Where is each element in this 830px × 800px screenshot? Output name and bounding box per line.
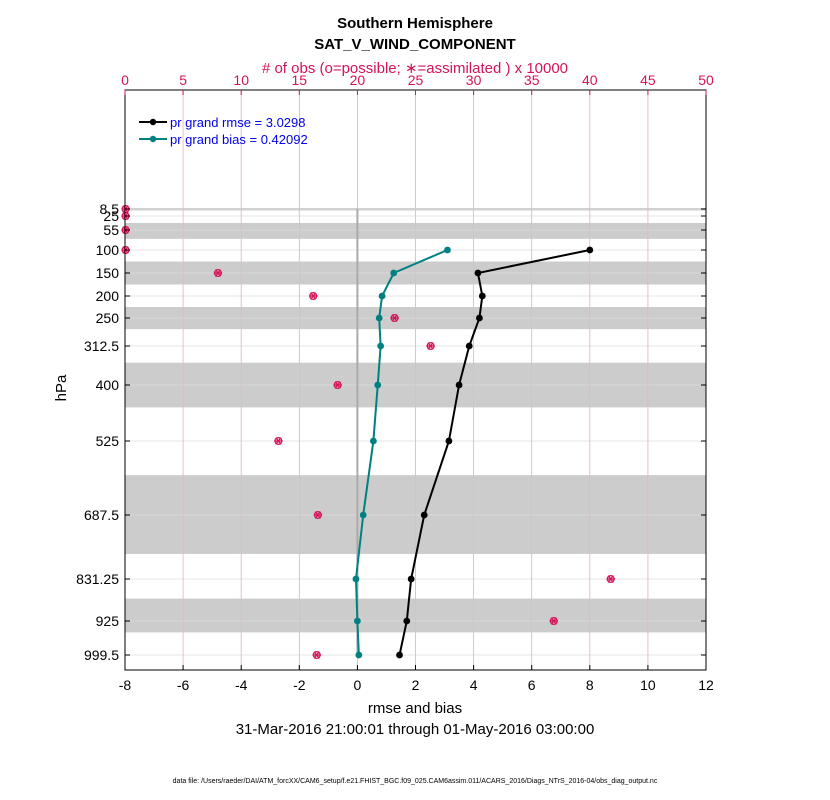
- series-1-point-5: [374, 381, 382, 389]
- series-0-point-2: [478, 292, 486, 300]
- top-tick-label-3: 15: [292, 72, 308, 88]
- series-1-point-9: [354, 617, 361, 625]
- x-tick-label-3: -2: [293, 677, 306, 693]
- series-1-point-2: [378, 292, 386, 300]
- series-0-point-6: [445, 437, 453, 445]
- obs-star-d2-6: [391, 314, 398, 322]
- y-tick-label-4: 150: [96, 265, 120, 281]
- series-1-point-4: [377, 342, 385, 350]
- series-1-point-8: [352, 575, 360, 583]
- obs-marker-13: [312, 650, 321, 660]
- y-tick-label-12: 925: [96, 613, 120, 629]
- obs-marker-5: [309, 291, 318, 301]
- series-0-point-5: [455, 381, 463, 389]
- top-tick-label-9: 45: [640, 72, 656, 88]
- y-tick-label-1: 25: [103, 208, 119, 224]
- obs-marker-12: [549, 616, 558, 626]
- obs-marker-7: [426, 341, 435, 351]
- obs-star-d2-4: [214, 269, 222, 277]
- y-tick-label-6: 250: [96, 310, 120, 326]
- obs-star-d2-5: [310, 292, 317, 300]
- y-tick-label-13: 999.5: [84, 647, 119, 663]
- legend-rmse-label: pr grand rmse = 3.0298: [170, 115, 306, 130]
- obs-marker-8: [333, 380, 342, 390]
- series-0-point-0: [586, 246, 594, 254]
- series-0-point-8: [407, 575, 415, 583]
- y-axis-label: hPa: [53, 374, 70, 401]
- series-0-point-10: [396, 651, 403, 659]
- series-0-point-4: [465, 342, 473, 350]
- x-axis-label: rmse and bias: [368, 700, 462, 717]
- obs-marker-10: [313, 510, 323, 520]
- legend-bias-label: pr grand bias = 0.42092: [170, 132, 308, 147]
- obs-star-d2-9: [275, 437, 282, 445]
- x-tick-label-6: 4: [470, 677, 478, 693]
- obs-marker-6: [390, 313, 399, 323]
- top-tick-label-4: 20: [350, 72, 366, 88]
- top-tick-label-8: 40: [582, 72, 598, 88]
- top-tick-label-1: 5: [179, 72, 187, 88]
- top-tick-label-7: 35: [524, 72, 540, 88]
- series-0-point-1: [474, 269, 482, 277]
- series-0-point-7: [420, 511, 428, 519]
- top-axis-label: # of obs (o=possible; ∗=assimilated ) x …: [262, 60, 568, 77]
- top-tick-label-0: 0: [121, 72, 129, 88]
- x-tick-label-8: 8: [586, 677, 594, 693]
- top-tick-label-2: 10: [233, 72, 249, 88]
- series-1-point-7: [359, 511, 367, 519]
- top-tick-label-6: 30: [466, 72, 482, 88]
- y-tick-label-0: 8.5: [100, 201, 120, 217]
- x-tick-label-2: -4: [235, 677, 248, 693]
- y-tick-label-10: 687.5: [84, 507, 119, 523]
- series-1-point-0: [444, 246, 451, 254]
- obs-star-d2-11: [607, 575, 614, 583]
- obs-marker-11: [606, 574, 615, 584]
- y-tick-label-2: 55: [103, 222, 119, 238]
- top-tick-label-10: 50: [698, 72, 714, 88]
- y-tick-label-9: 525: [96, 433, 120, 449]
- legend: pr grand rmse = 3.0298 pr grand bias = 0…: [139, 115, 308, 147]
- legend-rmse-marker: [149, 118, 157, 126]
- y-tick-label-3: 100: [96, 242, 120, 258]
- series-1-point-3: [375, 314, 383, 322]
- x-tick-label-1: -6: [177, 677, 190, 693]
- y-tick-label-7: 312.5: [84, 338, 119, 354]
- obs-star-d2-12: [550, 617, 557, 625]
- x-tick-label-5: 2: [412, 677, 420, 693]
- x-tick-label-9: 10: [640, 677, 656, 693]
- series-1-point-1: [390, 269, 398, 277]
- x-tick-label-7: 6: [528, 677, 536, 693]
- series-0-point-3: [476, 314, 483, 322]
- data-file-footnote: data file: /Users/raeder/DAI/ATM_forcXX/…: [173, 778, 658, 785]
- obs-marker-4: [213, 268, 223, 278]
- obs-marker-9: [274, 436, 283, 446]
- series-0-point-9: [403, 617, 411, 625]
- y-tick-label-8: 400: [96, 377, 120, 393]
- date-range: 31-Mar-2016 21:00:01 through 01-May-2016…: [236, 721, 595, 738]
- y-tick-label-11: 831.25: [76, 571, 119, 587]
- legend-bias-marker: [149, 135, 157, 143]
- chart-title: Southern Hemisphere: [337, 15, 493, 32]
- obs-star-d2-8: [334, 381, 341, 389]
- x-axis-ticks: -8 -6 -4 -2 0 2 4 6 8 10 12: [119, 665, 714, 693]
- y-tick-label-5: 200: [96, 288, 120, 304]
- top-tick-label-5: 25: [408, 72, 424, 88]
- series-1-point-6: [369, 437, 377, 445]
- chart-subtitle: SAT_V_WIND_COMPONENT: [314, 36, 515, 53]
- obs-star-d2-7: [427, 342, 434, 350]
- obs-star-d2-13: [313, 651, 320, 659]
- series-1-point-10: [355, 651, 363, 659]
- top-axis-ticks: 0 5 10 15 20 25 30 35 40 45 50: [121, 72, 714, 95]
- x-tick-label-0: -8: [119, 677, 132, 693]
- obs-star-d2-10: [314, 511, 321, 519]
- series-lines: [352, 246, 594, 659]
- x-tick-label-4: 0: [354, 677, 362, 693]
- x-tick-label-10: 12: [698, 677, 714, 693]
